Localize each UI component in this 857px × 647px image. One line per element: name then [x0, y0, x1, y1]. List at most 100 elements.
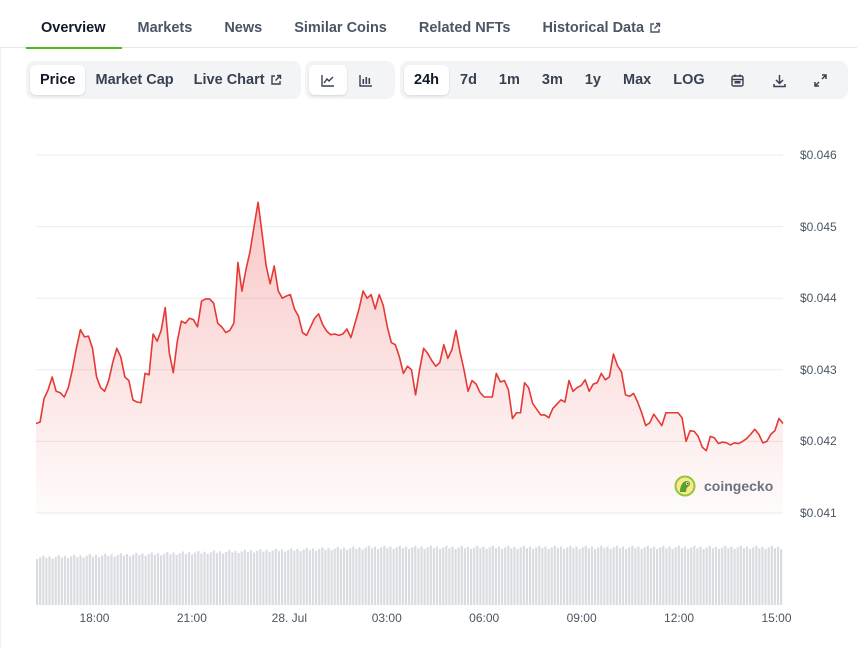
volume-bar	[683, 546, 687, 605]
volume-bar	[724, 545, 727, 605]
volume-bar	[318, 549, 321, 605]
metric-price-button[interactable]: Price	[30, 65, 86, 95]
volume-bar	[609, 549, 612, 605]
volume-bar	[166, 552, 169, 605]
volume-bar	[445, 545, 448, 605]
range-1y-button[interactable]: 1y	[574, 65, 612, 95]
expand-button[interactable]	[800, 65, 841, 95]
volume-bar	[333, 548, 336, 605]
tab-similar-coins[interactable]: Similar Coins	[278, 0, 403, 48]
range-24h-button[interactable]: 24h	[404, 65, 449, 95]
volume-bar	[578, 549, 581, 605]
tab-label: Markets	[137, 20, 193, 36]
volume-bar	[116, 555, 119, 605]
calendar-icon	[730, 74, 744, 87]
line-chart-button[interactable]	[309, 65, 347, 95]
chart-type-toggle	[305, 61, 395, 99]
range-label: 24h	[414, 72, 439, 88]
volume-bar	[265, 549, 268, 605]
range-log-button[interactable]: LOG	[662, 65, 715, 95]
range-3m-button[interactable]: 3m	[531, 65, 574, 95]
volume-bar	[742, 548, 745, 605]
y-tick-label: $0.045	[800, 219, 837, 234]
volume-bar	[594, 549, 597, 605]
tab-overview[interactable]: Overview	[0, 0, 122, 49]
volume-bar	[587, 548, 590, 605]
volume-bar	[370, 548, 373, 605]
volume-bar	[755, 545, 758, 605]
volume-bar	[209, 552, 212, 605]
volume-bar	[277, 551, 280, 605]
volume-bar	[364, 547, 367, 605]
volume-bar	[476, 545, 479, 605]
range-1m-button[interactable]: 1m	[488, 65, 531, 95]
volume-bar	[228, 550, 231, 605]
volume-bar	[665, 548, 668, 605]
volume-bar	[553, 545, 556, 605]
volume-bar	[311, 548, 315, 605]
volume-bar	[485, 549, 488, 605]
metric-live-chart-button[interactable]: Live Chart	[184, 65, 292, 95]
volume-bar	[764, 549, 767, 605]
range-max-button[interactable]: Max	[612, 65, 662, 95]
volume-bar	[48, 556, 51, 605]
y-tick-label: $0.041	[800, 506, 837, 520]
volume-bar	[178, 553, 181, 605]
volume-bar	[63, 555, 67, 605]
y-tick-label: $0.044	[800, 291, 837, 306]
volume-bar	[147, 554, 150, 605]
candlestick-chart-button[interactable]	[347, 65, 385, 95]
volume-bar	[274, 548, 277, 605]
volume-bar	[39, 557, 42, 605]
range-selector: 24h 7d 1m 3m 1y Max LOG	[400, 61, 848, 99]
volume-bar	[82, 557, 85, 605]
volume-bar	[559, 546, 563, 605]
volume-bar	[628, 547, 631, 605]
volume-bar	[42, 555, 45, 605]
volume-bar	[497, 546, 501, 605]
volume-bar	[690, 547, 693, 605]
volume-bar	[457, 547, 460, 605]
volume-bar	[342, 547, 346, 605]
volume-bar	[528, 546, 532, 605]
volume-bar	[222, 553, 225, 605]
volume-bar	[305, 547, 308, 605]
volume-bar	[330, 550, 333, 605]
volume-bar	[395, 547, 398, 605]
range-label: 3m	[541, 72, 563, 88]
volume-bar	[380, 547, 383, 605]
volume-bar	[491, 545, 494, 605]
volume-bar	[169, 554, 172, 605]
volume-bar	[463, 548, 466, 605]
volume-bar	[544, 546, 547, 605]
volume-bar	[460, 545, 463, 605]
volume-bar	[45, 557, 48, 605]
volume-bar	[708, 545, 711, 605]
volume-bar	[119, 553, 122, 605]
price-chart[interactable]	[0, 130, 857, 610]
line-chart-icon	[321, 74, 334, 87]
volume-bar	[677, 545, 680, 605]
volume-bar	[125, 554, 129, 605]
tab-markets[interactable]: Markets	[122, 0, 209, 48]
tab-related-nfts[interactable]: Related NFTs	[403, 0, 527, 48]
tab-historical-data[interactable]: Historical Data	[526, 0, 677, 48]
volume-bar	[618, 548, 621, 605]
download-button[interactable]	[759, 65, 800, 95]
volume-bar	[687, 549, 690, 605]
metric-market-cap-button[interactable]: Market Cap	[85, 65, 183, 95]
calendar-button[interactable]	[716, 65, 759, 95]
tab-news[interactable]: News	[208, 0, 278, 48]
x-tick-label: 28. Jul	[271, 611, 308, 625]
volume-bar	[494, 548, 497, 605]
x-tick-label: 03:00	[371, 611, 402, 625]
volume-bar	[36, 559, 39, 605]
volume-bar	[584, 545, 587, 605]
volume-bar	[525, 548, 528, 605]
volume-bar	[429, 545, 432, 605]
volume-bar	[76, 557, 79, 605]
button-label: Price	[40, 72, 76, 88]
volume-bar	[414, 545, 417, 605]
range-7d-button[interactable]: 7d	[449, 65, 488, 95]
metric-toggle: Price Market Cap Live Chart	[26, 61, 301, 99]
